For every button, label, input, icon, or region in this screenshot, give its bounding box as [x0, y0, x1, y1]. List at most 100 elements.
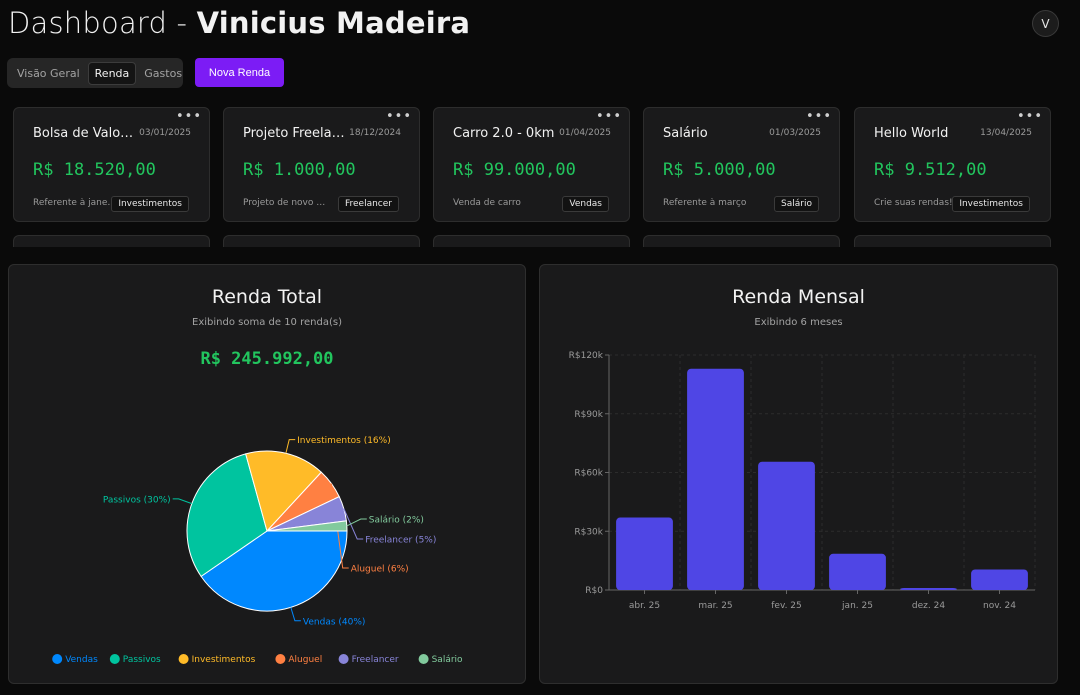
income-card[interactable]: ••• Bolsa de Valores 03/01/2025 R$ 18.52…: [13, 107, 210, 222]
y-tick-label: R$0: [585, 586, 603, 596]
income-pie-chart: Vendas (40%) Passivos (30%) Investimentos …: [52, 436, 463, 665]
pie-label-line: [290, 607, 301, 622]
pie-slice-label: Salário (2%): [369, 516, 424, 526]
legend-label: Aluguel: [288, 655, 322, 665]
legend-label: Salário: [432, 655, 463, 665]
x-tick-label: dez. 24: [912, 601, 945, 611]
card-date: 03/01/2025: [139, 128, 191, 138]
card-description: Referente à janeiro: [33, 198, 117, 208]
legend-marker: [109, 654, 120, 664]
total-amount: R$ 245.992,00: [200, 349, 334, 369]
y-tick-label: R$90k: [574, 410, 603, 420]
page-title-prefix: Dashboard -: [8, 6, 197, 40]
total-income-panel: Renda Total Exibindo soma de 10 renda(s)…: [8, 264, 526, 684]
card-title: Salário: [663, 126, 708, 141]
card-date: 01/04/2025: [559, 128, 611, 138]
card-menu-icon[interactable]: •••: [385, 109, 412, 124]
card-description: Projeto de novo cliente: [243, 198, 327, 208]
income-card[interactable]: ••• Projeto Freelancer 18/12/2024 R$ 1.0…: [223, 107, 420, 222]
pie-slice-label: Investimentos (16%): [297, 436, 391, 446]
bar[interactable]: [616, 517, 673, 590]
card-category-badge: Vendas: [562, 196, 609, 212]
card-category-badge: Freelancer: [337, 196, 399, 212]
income-card-partial[interactable]: [433, 235, 630, 247]
card-title: Projeto Freelancer: [243, 126, 347, 141]
legend-marker: [275, 654, 286, 664]
legend-marker: [178, 654, 189, 664]
card-title: Bolsa de Valores: [33, 126, 137, 141]
card-menu-icon[interactable]: •••: [805, 109, 832, 124]
x-tick-label: nov. 24: [983, 601, 1016, 611]
y-tick-label: R$30k: [574, 527, 603, 537]
card-amount: R$ 1.000,00: [243, 160, 356, 180]
legend-marker: [418, 654, 429, 664]
income-card[interactable]: ••• Salário 01/03/2025 R$ 5.000,00 Refer…: [643, 107, 840, 222]
card-title: Carro 2.0 - 0km: [453, 126, 555, 141]
income-card-partial[interactable]: [13, 235, 210, 247]
bar[interactable]: [971, 569, 1028, 590]
legend-label: Passivos: [123, 655, 161, 665]
y-tick-label: R$60k: [574, 469, 603, 479]
bar-panel-subtitle: Exibindo 6 meses: [754, 317, 843, 328]
pie-slice-label: Vendas (40%): [303, 617, 366, 627]
card-menu-icon[interactable]: •••: [595, 109, 622, 124]
card-amount: R$ 99.000,00: [453, 160, 576, 180]
income-card[interactable]: ••• Carro 2.0 - 0km 01/04/2025 R$ 99.000…: [433, 107, 630, 222]
page-title: Dashboard - Vinicius Madeira: [8, 6, 470, 40]
legend-label: Vendas: [65, 655, 98, 665]
x-tick-label: abr. 25: [629, 601, 660, 611]
card-category-badge: Investimentos: [952, 196, 1030, 212]
monthly-income-panel: Renda Mensal Exibindo 6 meses R$0 R$30k R$…: [539, 264, 1058, 684]
monthly-bar-chart: R$0 R$30k R$60k R$90k R$120k abr. 25 mar. 25 fe…: [569, 351, 1036, 611]
x-tick-label: mar. 25: [698, 601, 732, 611]
tab-visao-geral[interactable]: Visão Geral: [17, 66, 80, 80]
new-income-button[interactable]: Nova Renda: [195, 58, 284, 87]
card-amount: R$ 18.520,00: [33, 160, 156, 180]
card-menu-icon[interactable]: •••: [1016, 109, 1043, 124]
pie-label-line: [285, 439, 296, 454]
card-description: Referente à março: [663, 198, 747, 208]
card-date: 13/04/2025: [980, 128, 1032, 138]
card-category-badge: Investimentos: [111, 196, 189, 212]
income-card-partial[interactable]: [643, 235, 840, 247]
pie-label-line: [172, 498, 192, 505]
x-tick-label: jan. 25: [841, 601, 873, 611]
tab-list: Visão Geral Renda Gastos: [7, 58, 183, 88]
bar[interactable]: [758, 461, 815, 590]
pie-slice-label: Passivos (30%): [103, 495, 171, 505]
legend-label: Investimentos: [192, 655, 256, 665]
income-card-partial[interactable]: [854, 235, 1051, 247]
card-description: Crie suas rendas!: [874, 198, 953, 208]
card-date: 01/03/2025: [769, 128, 821, 138]
income-card[interactable]: ••• Hello World 13/04/2025 R$ 9.512,00 C…: [854, 107, 1051, 222]
card-amount: R$ 5.000,00: [663, 160, 776, 180]
bar-panel-title: Renda Mensal: [732, 286, 865, 308]
pie-slice-vendas[interactable]: [200, 530, 348, 612]
tab-renda[interactable]: Renda: [87, 61, 137, 85]
avatar[interactable]: V: [1032, 10, 1059, 37]
legend-marker: [52, 654, 63, 664]
pie-label-line: [346, 518, 367, 527]
page-title-name: Vinicius Madeira: [196, 6, 471, 40]
pie-panel-title: Renda Total: [211, 286, 323, 308]
x-tick-label: fev. 25: [771, 601, 802, 611]
tab-gastos[interactable]: Gastos: [144, 66, 183, 80]
pie-slice-label: Aluguel (6%): [351, 565, 409, 575]
legend-label: Freelancer: [352, 655, 399, 665]
y-tick-label: R$120k: [569, 351, 604, 361]
card-menu-icon[interactable]: •••: [175, 109, 202, 124]
pie-slice-investimentos[interactable]: [245, 450, 322, 532]
pie-label-line: [343, 508, 364, 540]
card-description: Venda de carro: [453, 198, 521, 208]
bar[interactable]: [687, 368, 744, 590]
legend-marker: [338, 654, 349, 664]
pie-panel-subtitle: Exibindo soma de 10 renda(s): [192, 317, 342, 328]
card-title: Hello World: [874, 126, 949, 141]
pie-slice-passivos[interactable]: [186, 453, 268, 578]
card-date: 18/12/2024: [349, 128, 401, 138]
bar[interactable]: [829, 553, 886, 590]
income-card-partial[interactable]: [223, 235, 420, 247]
bar[interactable]: [900, 588, 957, 590]
card-amount: R$ 9.512,00: [874, 160, 987, 180]
